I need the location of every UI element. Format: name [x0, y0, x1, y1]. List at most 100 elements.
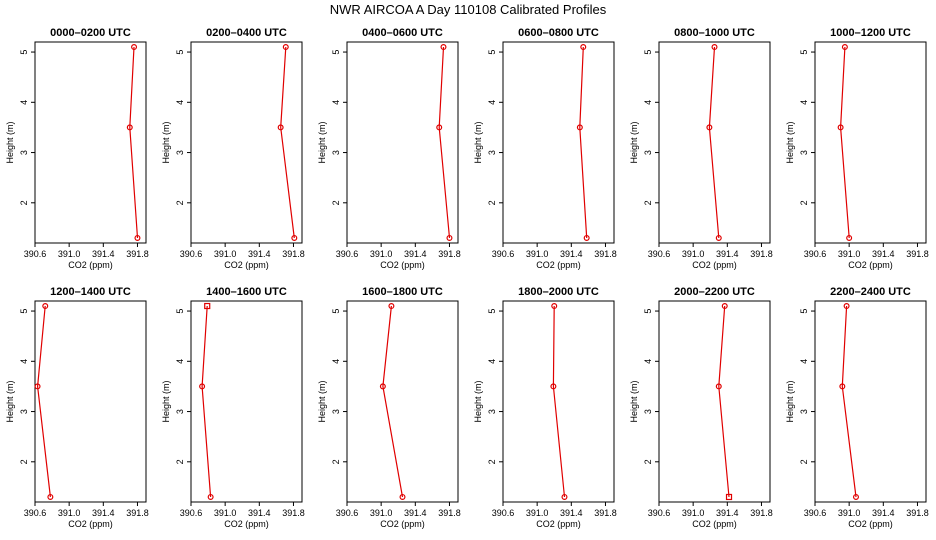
data-point	[725, 493, 733, 501]
data-point	[282, 44, 289, 51]
profile-line	[438, 46, 451, 239]
y-tick-label: 5	[175, 50, 185, 55]
y-tick-label: 4	[19, 100, 29, 105]
x-tick-label: 391.0	[526, 508, 549, 518]
y-axis-label: Height (m)	[5, 121, 15, 163]
y-axis-label: Height (m)	[785, 380, 795, 422]
data-point	[42, 303, 49, 310]
x-tick-label: 391.4	[404, 508, 427, 518]
y-tick-label: 2	[799, 459, 809, 464]
x-tick-label: 391.4	[872, 508, 895, 518]
x-tick-label: 391.8	[282, 249, 305, 259]
data-point	[277, 124, 284, 131]
y-tick-label: 4	[175, 359, 185, 364]
panel-title: 2000–2200 UTC	[674, 286, 755, 298]
x-tick-label: 390.6	[492, 508, 515, 518]
data-point	[399, 493, 406, 500]
y-tick-label: 4	[799, 100, 809, 105]
y-tick-label: 2	[331, 200, 341, 205]
data-point	[711, 44, 718, 51]
x-axis-label: CO2 (ppm)	[68, 519, 113, 529]
y-axis-label: Height (m)	[161, 121, 171, 163]
y-tick-label: 3	[487, 150, 497, 155]
y-axis-label: Height (m)	[629, 380, 639, 422]
data-point	[550, 383, 557, 390]
panel-title: 0600–0800 UTC	[518, 27, 599, 39]
y-tick-label: 2	[643, 459, 653, 464]
y-tick-label: 5	[331, 309, 341, 314]
x-tick-label: 391.4	[404, 249, 427, 259]
y-tick-label: 3	[799, 409, 809, 414]
plot-frame	[502, 300, 615, 503]
y-tick-label: 4	[487, 359, 497, 364]
x-tick-label: 391.0	[214, 249, 237, 259]
data-point	[436, 124, 443, 131]
plot-frame	[346, 300, 459, 503]
x-tick-label: 390.6	[180, 249, 203, 259]
x-axis-label: CO2 (ppm)	[536, 519, 581, 529]
panel-title: 1600–1800 UTC	[362, 286, 443, 298]
data-point	[576, 124, 583, 131]
x-tick-label: 390.6	[180, 508, 203, 518]
data-point	[204, 302, 211, 310]
profile-line	[841, 305, 857, 498]
y-tick-label: 2	[19, 200, 29, 205]
x-tick-label: 391.8	[126, 508, 149, 518]
x-tick-label: 391.8	[438, 508, 461, 518]
y-tick-label: 2	[799, 200, 809, 205]
x-tick-label: 390.6	[648, 249, 671, 259]
data-point	[131, 44, 138, 51]
x-tick-label: 391.4	[716, 508, 739, 518]
x-tick-label: 391.0	[838, 508, 861, 518]
x-tick-label: 391.0	[526, 249, 549, 259]
y-tick-label: 5	[799, 50, 809, 55]
x-axis-label: CO2 (ppm)	[692, 260, 737, 270]
y-tick-label: 3	[799, 150, 809, 155]
y-tick-label: 3	[643, 409, 653, 414]
y-tick-label: 4	[19, 359, 29, 364]
x-tick-label: 391.0	[370, 508, 393, 518]
y-tick-label: 4	[487, 100, 497, 105]
profile-panel: 2200–2400 UTC 390.6 391.0 391.4 391.8 2 3 4 5 CO2…	[785, 286, 929, 529]
y-tick-label: 5	[487, 309, 497, 314]
x-tick-label: 391.8	[906, 508, 929, 518]
y-tick-label: 5	[19, 309, 29, 314]
y-tick-label: 3	[643, 150, 653, 155]
plot-frame	[34, 300, 147, 503]
x-tick-label: 390.6	[804, 508, 827, 518]
x-tick-label: 391.4	[560, 249, 583, 259]
data-point	[580, 44, 587, 51]
profile-line	[36, 305, 51, 498]
panel-title: 1200–1400 UTC	[50, 286, 131, 298]
x-tick-label: 391.8	[438, 249, 461, 259]
y-tick-label: 2	[331, 459, 341, 464]
plot-frame	[814, 41, 927, 244]
data-point	[715, 383, 722, 390]
panel-title: 0400–0600 UTC	[362, 27, 443, 39]
x-tick-label: 391.8	[594, 508, 617, 518]
x-tick-label: 390.6	[648, 508, 671, 518]
y-tick-label: 4	[331, 100, 341, 105]
y-tick-label: 5	[487, 50, 497, 55]
profile-line	[552, 305, 566, 498]
data-point	[440, 44, 447, 51]
y-tick-label: 5	[175, 309, 185, 314]
x-axis-label: CO2 (ppm)	[224, 260, 269, 270]
x-axis-label: CO2 (ppm)	[848, 260, 893, 270]
x-tick-label: 391.8	[282, 508, 305, 518]
x-tick-label: 391.0	[214, 508, 237, 518]
profile-panel: 1400–1600 UTC 390.6 391.0 391.4 391.8 2 3 4 5 CO2…	[161, 286, 305, 529]
x-tick-label: 391.8	[750, 249, 773, 259]
data-point	[561, 493, 568, 500]
data-point	[47, 493, 54, 500]
plot-frame	[190, 41, 303, 244]
profile-line	[129, 46, 139, 239]
profile-line	[708, 46, 720, 239]
profile-line	[579, 46, 588, 239]
panel-title: 0800–1000 UTC	[674, 27, 755, 39]
data-point	[839, 383, 846, 390]
x-axis-label: CO2 (ppm)	[848, 519, 893, 529]
x-tick-label: 391.4	[872, 249, 895, 259]
profile-line	[718, 305, 730, 498]
y-tick-label: 4	[643, 100, 653, 105]
